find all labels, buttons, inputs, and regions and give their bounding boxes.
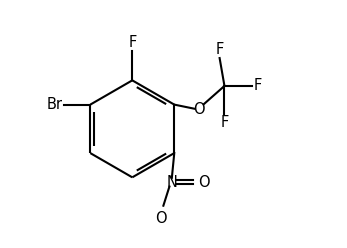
Text: O: O xyxy=(198,175,210,190)
Text: F: F xyxy=(215,42,224,57)
Text: O: O xyxy=(193,102,204,117)
Text: F: F xyxy=(220,115,229,130)
Text: F: F xyxy=(254,78,262,93)
Text: O: O xyxy=(155,211,167,226)
Text: F: F xyxy=(128,35,136,50)
Text: Br: Br xyxy=(46,97,62,112)
Text: N: N xyxy=(167,175,177,190)
